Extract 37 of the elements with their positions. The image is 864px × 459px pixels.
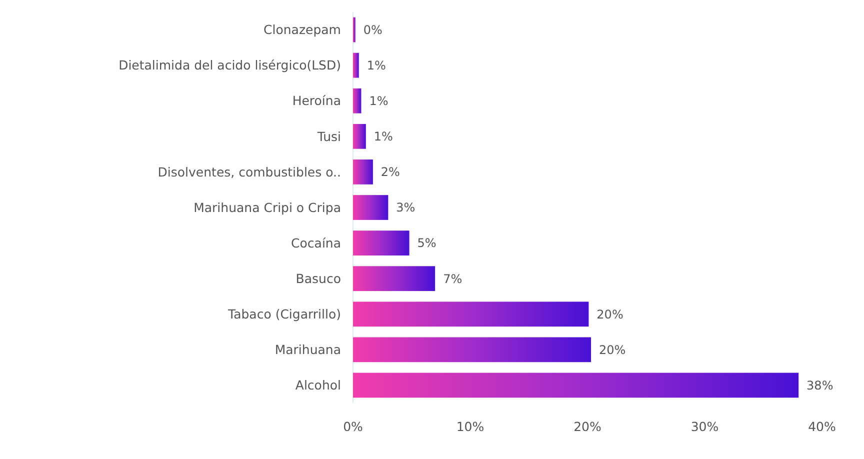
data-label: 38% [806, 378, 834, 392]
y-tick-label: Tabaco (Cigarrillo) [227, 306, 341, 322]
x-tick-label: 40% [808, 419, 836, 434]
y-tick-label: Alcohol [295, 378, 341, 393]
data-label: 20% [599, 342, 626, 357]
data-label: 2% [380, 165, 400, 180]
bar [353, 266, 436, 292]
data-label: 20% [596, 307, 624, 322]
y-tick-label: Clonazepam [264, 22, 341, 38]
bar [353, 230, 410, 256]
data-label: 0% [363, 22, 382, 37]
bar [353, 160, 373, 184]
bar [353, 195, 388, 220]
data-label: 1% [374, 130, 393, 144]
bar [353, 52, 359, 78]
y-tick-label: Basuco [296, 270, 341, 286]
data-label: 1% [369, 94, 388, 108]
data-label: 3% [396, 200, 416, 215]
x-tick-label: 10% [456, 419, 484, 434]
bar [353, 124, 366, 149]
data-label: 5% [417, 236, 436, 250]
y-tick-label: Heroína [292, 93, 341, 108]
y-tick-label: Cocaína [291, 235, 341, 250]
y-tick-label: Dietalimida del acido lisérgico(LSD) [118, 58, 341, 73]
bar [353, 88, 362, 114]
y-tick-label: Marihuana Cripi o Cripa [194, 200, 341, 215]
y-tick-label: Marihuana [274, 342, 341, 358]
data-label: 1% [366, 58, 386, 73]
bar [353, 372, 799, 398]
bar [353, 302, 589, 327]
x-tick-label: 20% [574, 419, 602, 434]
data-label: 7% [443, 272, 462, 286]
y-tick-label: Disolventes, combustibles o.. [158, 164, 341, 180]
x-tick-label: 30% [690, 419, 719, 434]
x-tick-label: 0% [343, 419, 364, 434]
y-tick-label: Tusi [316, 128, 341, 144]
bar [353, 337, 592, 362]
